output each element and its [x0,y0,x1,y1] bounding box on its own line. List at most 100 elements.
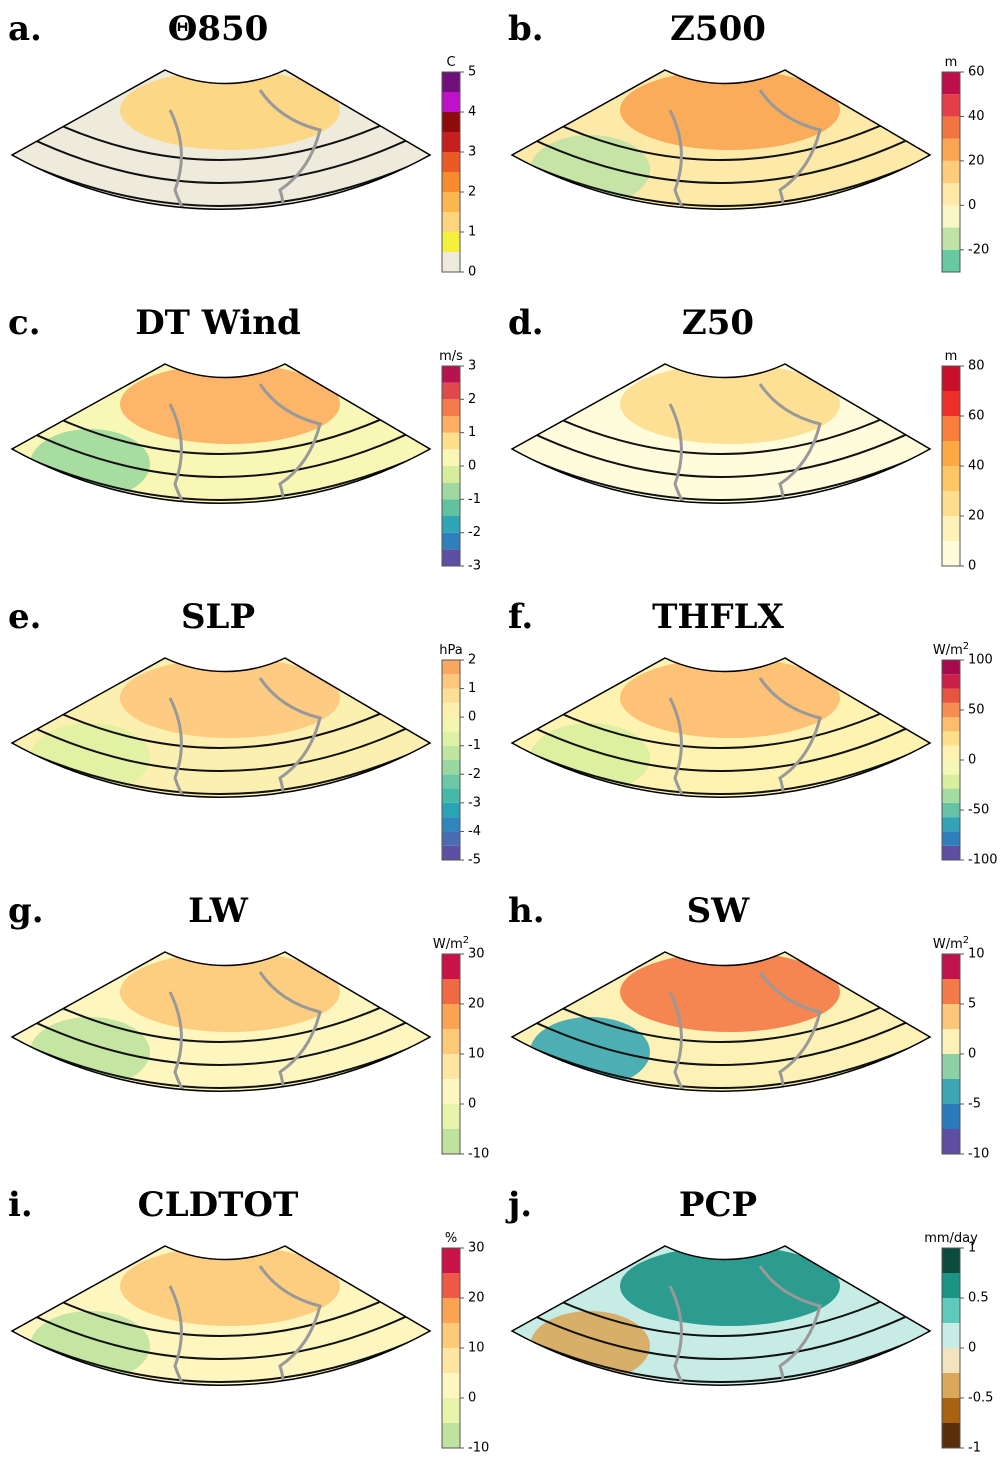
colorbar-band [442,831,460,845]
unit-superscript: 2 [963,935,969,946]
colorbar-band [942,491,960,516]
colorbar-band [942,703,960,717]
colorbar-band [442,789,460,803]
colorbar-band [442,483,460,500]
map-anomaly [620,1246,840,1326]
colorbar-tick-label: -5 [468,853,481,868]
contour [10,212,432,252]
contour [10,800,432,840]
panel-title: Z500 [670,9,766,49]
panel-title: SW [687,891,751,931]
unit-text: m/s [439,349,463,364]
panel: i.CLDTOT%-100102030 [8,1185,489,1456]
colorbar-tick-label: 0 [968,198,976,213]
colorbar-tick-label: 3 [468,145,476,160]
colorbar-tick-label: 1 [468,681,476,696]
panel-label: i. [8,1185,33,1225]
colorbar-tick-label: 50 [968,703,985,718]
colorbar-band [942,817,960,831]
colorbar-band [442,703,460,717]
colorbar-tick-label: 20 [468,1291,485,1306]
colorbar-band [442,112,460,132]
colorbar-tick-label: -0.5 [968,1391,993,1406]
colorbar-band [442,72,460,92]
colorbar-tick-label: 2 [468,185,476,200]
contour [510,828,932,863]
colorbar-unit: m/s [439,349,463,364]
colorbar-band [942,1079,960,1104]
colorbar-band [442,954,460,979]
colorbar-band [942,954,960,979]
colorbar-band [942,72,960,94]
colorbar-tick-label: -2 [468,525,481,540]
colorbar-band [942,366,960,391]
contour [510,800,932,840]
colorbar-band [942,774,960,788]
colorbar-band [442,660,460,674]
contour [10,1122,432,1157]
colorbar-band [442,1348,460,1373]
contour [510,1416,932,1451]
map-anomaly [620,658,840,738]
colorbar-band [442,416,460,433]
contour [10,1416,432,1451]
colorbar-tick-label: 10 [968,947,985,962]
colorbar-tick-label: 4 [468,105,476,120]
unit-text: C [446,55,455,70]
contour [10,1388,432,1428]
colorbar-band [442,516,460,533]
colorbar-band [442,366,460,383]
colorbar-band [942,94,960,116]
colorbar-band [442,774,460,788]
colorbar-band [442,1054,460,1079]
colorbar-band [942,1129,960,1154]
colorbar-tick-label: 60 [968,409,985,424]
colorbar-tick-label: 10 [468,1047,485,1062]
colorbar-tick-label: -3 [468,559,481,574]
colorbar-tick-label: 5 [968,997,976,1012]
colorbar-band [942,660,960,674]
colorbar-tick-label: -10 [968,1147,989,1162]
colorbar-unit: W/m2 [433,935,469,952]
contour [510,1122,932,1157]
colorbar-tick-label: 0 [468,1391,476,1406]
contour [10,1094,432,1134]
colorbar-band [942,161,960,183]
unit-superscript: 2 [463,935,469,946]
colorbar-tick-label: 5 [468,65,476,80]
colorbar-tick-label: 0 [468,1097,476,1112]
colorbar-band [442,212,460,232]
unit-text: W/m [433,937,463,952]
panel: b.Z500m-200204060 [508,9,989,280]
colorbar-unit: C [446,55,455,70]
colorbar-band [442,1248,460,1273]
panel-label: c. [8,303,41,343]
colorbar-tick-label: 30 [468,947,485,962]
colorbar-band [442,1104,460,1129]
panel-label: f. [508,597,533,637]
colorbar-band [942,391,960,416]
colorbar-band [442,1273,460,1298]
colorbar-band [442,689,460,703]
colorbar-band [442,1004,460,1029]
contour [510,212,932,252]
colorbar-tick-label: 0 [968,559,976,574]
colorbar-band [942,689,960,703]
colorbar-band [442,232,460,252]
figure: a.Θ850C012345b.Z500m-200204060c.DT Windm… [0,0,1001,1471]
colorbar-tick-label: 20 [468,997,485,1012]
colorbar-tick-label: -5 [968,1097,981,1112]
colorbar-tick-label: 60 [968,65,985,80]
colorbar-tick-label: 0 [468,710,476,725]
colorbar-band [442,817,460,831]
panel-label: g. [8,891,44,931]
colorbar-band [442,433,460,450]
panel: j.PCPmm/day-1-0.500.51 [505,1185,993,1456]
colorbar-tick-label: 10 [468,1341,485,1356]
colorbar-band [442,252,460,272]
colorbar-tick-label: 1 [968,1241,976,1256]
colorbar-band [942,183,960,205]
colorbar-band [442,192,460,212]
colorbar-tick-label: 0 [468,265,476,280]
